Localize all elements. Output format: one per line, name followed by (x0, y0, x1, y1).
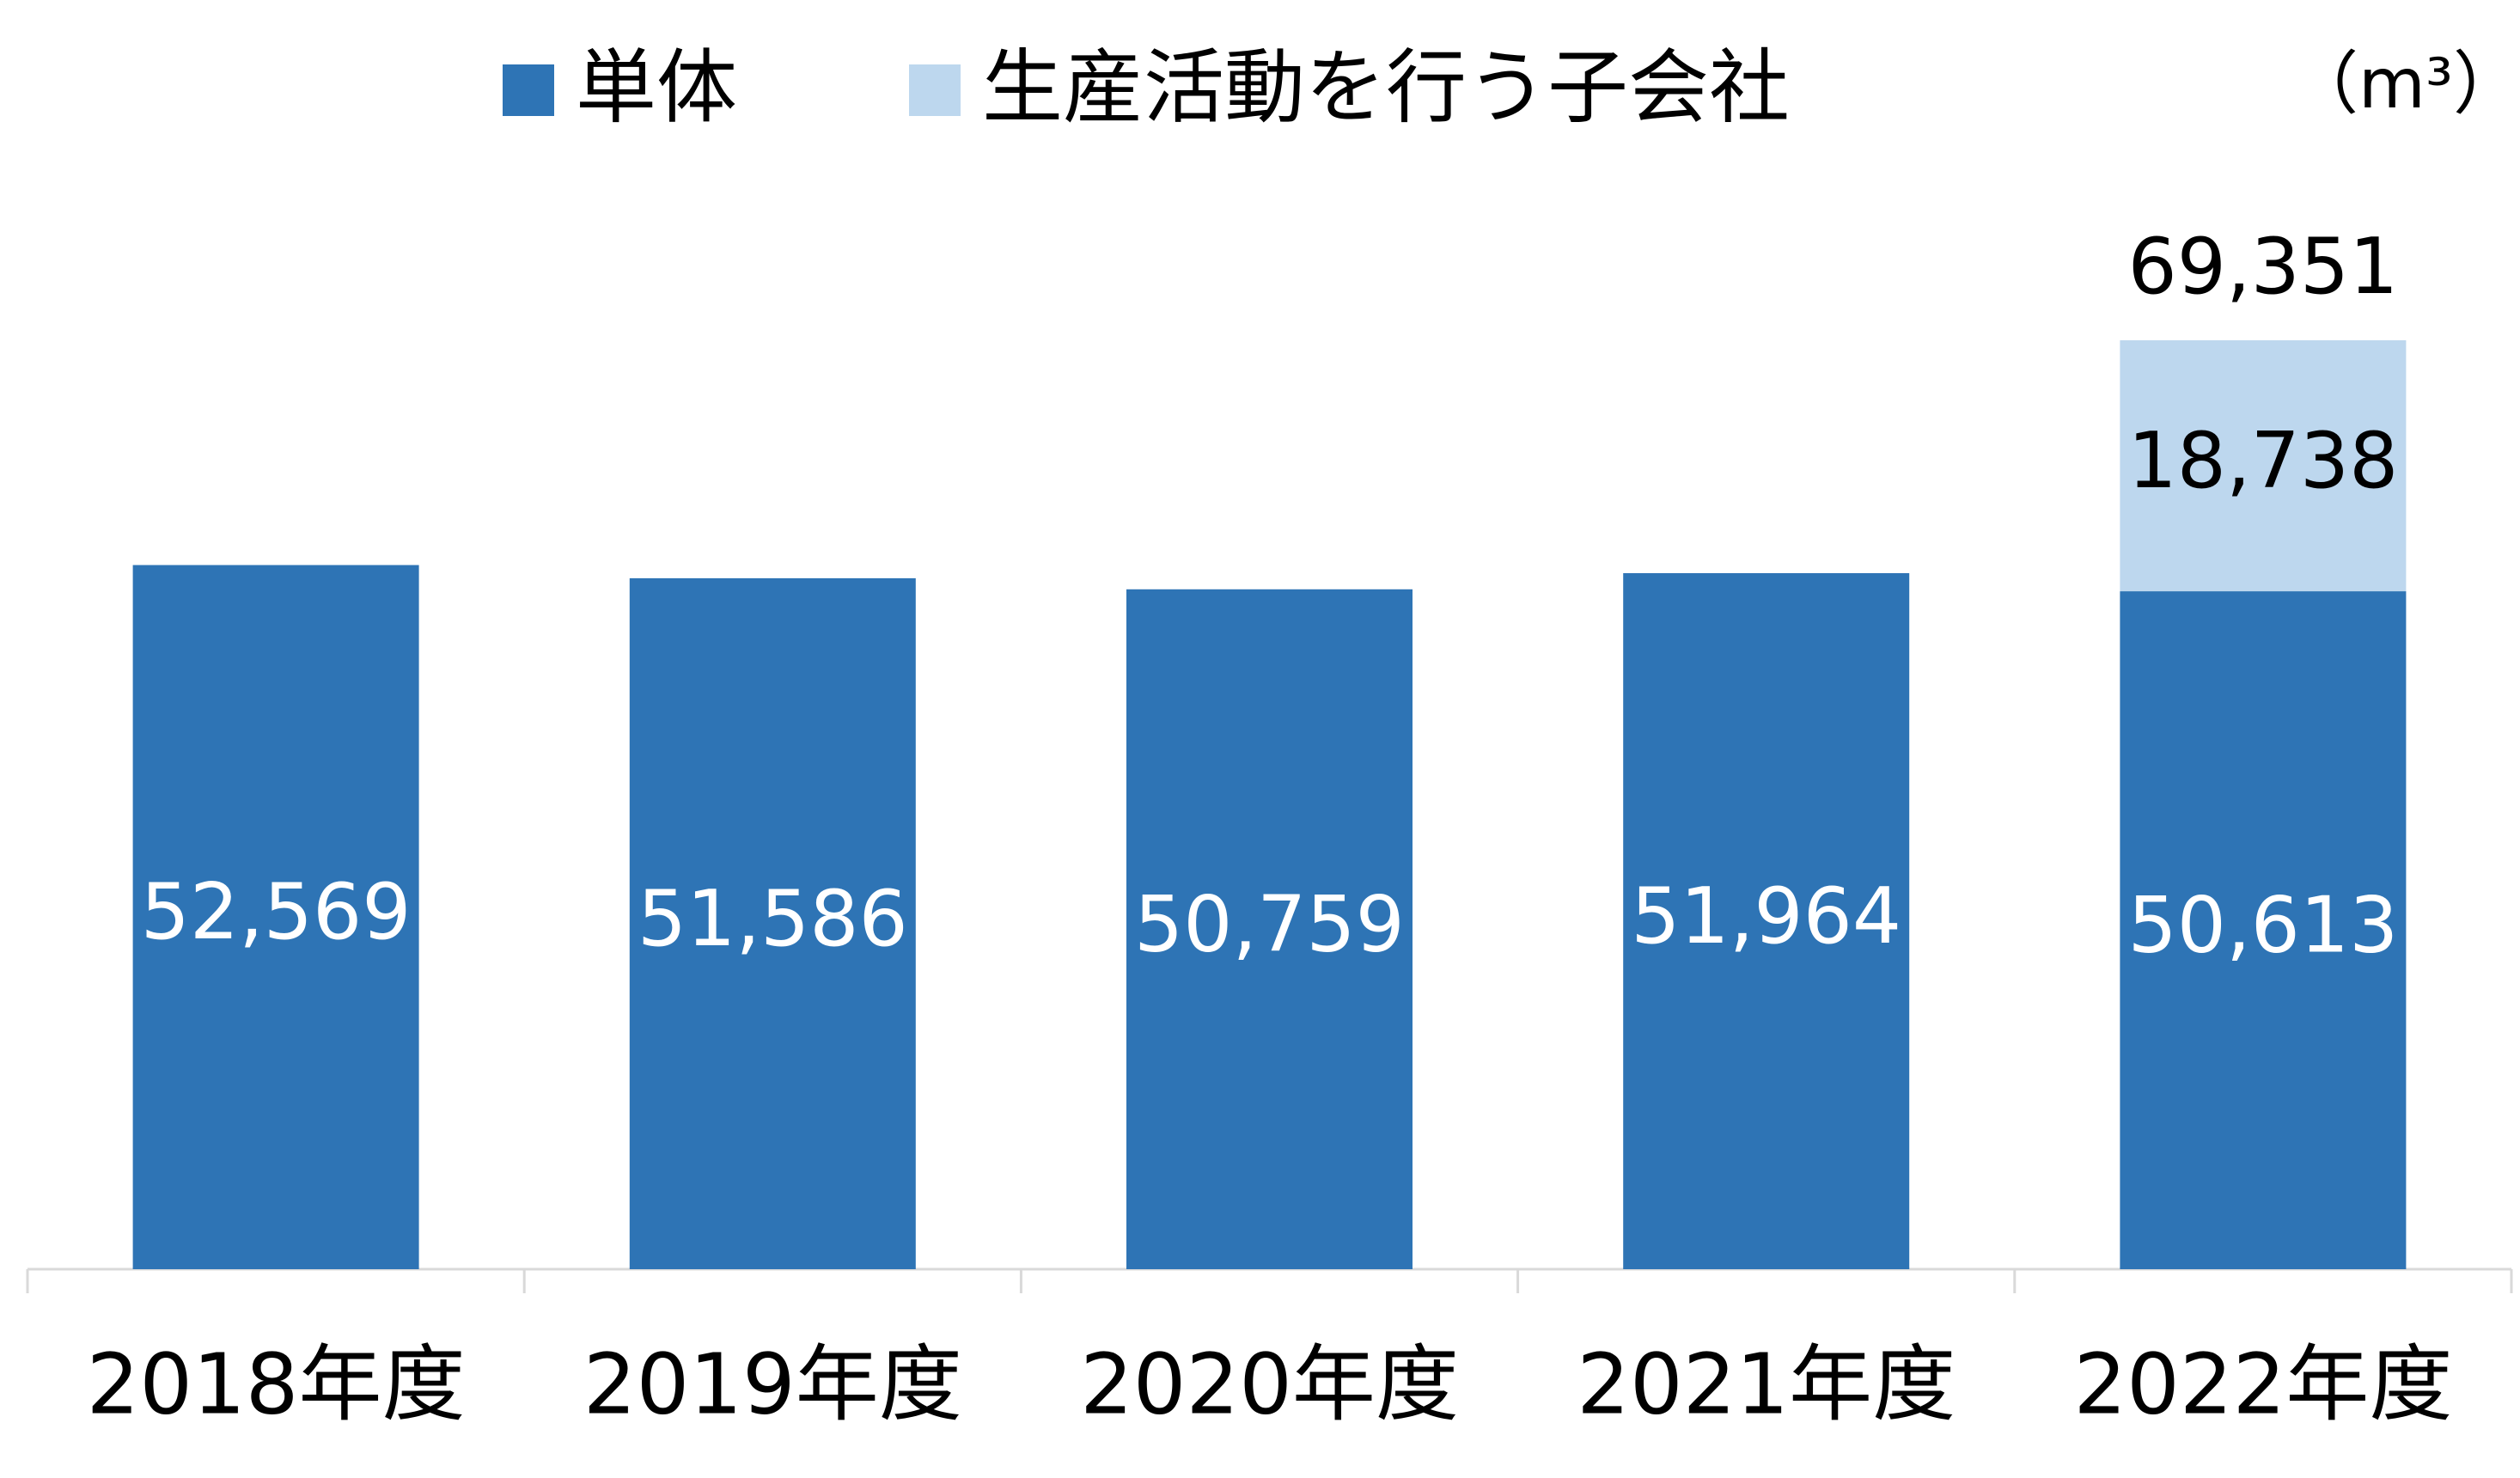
legend-label: 単体 (576, 41, 737, 135)
x-tick-label: 2018年度 (87, 1335, 466, 1432)
bar-segment (2120, 339, 2407, 592)
x-tick-label: 2020年度 (1080, 1335, 1459, 1432)
bar-segment (132, 565, 419, 1269)
bar-segment (2120, 591, 2407, 1269)
bar-segment (1623, 573, 1910, 1269)
legend-label: 生産活動を行う子会社 (982, 41, 1790, 135)
total-label: 69,351 (2127, 222, 2398, 312)
value-label: 18,738 (2127, 416, 2398, 506)
unit-label: （m³） (2290, 44, 2520, 124)
x-tick-label: 2021年度 (1577, 1335, 1956, 1432)
value-label: 51,964 (1631, 871, 1901, 962)
value-label: 50,759 (1134, 879, 1405, 969)
legend-swatch (909, 64, 961, 116)
value-label: 51,586 (638, 874, 908, 964)
legend-swatch (503, 64, 554, 116)
x-tick-label: 2019年度 (583, 1335, 962, 1432)
x-tick-label: 2022年度 (2073, 1335, 2452, 1432)
bar-segment (1126, 589, 1413, 1269)
value-label: 52,569 (141, 867, 412, 957)
value-label: 50,613 (2127, 880, 2398, 970)
bar-segment (629, 577, 916, 1269)
